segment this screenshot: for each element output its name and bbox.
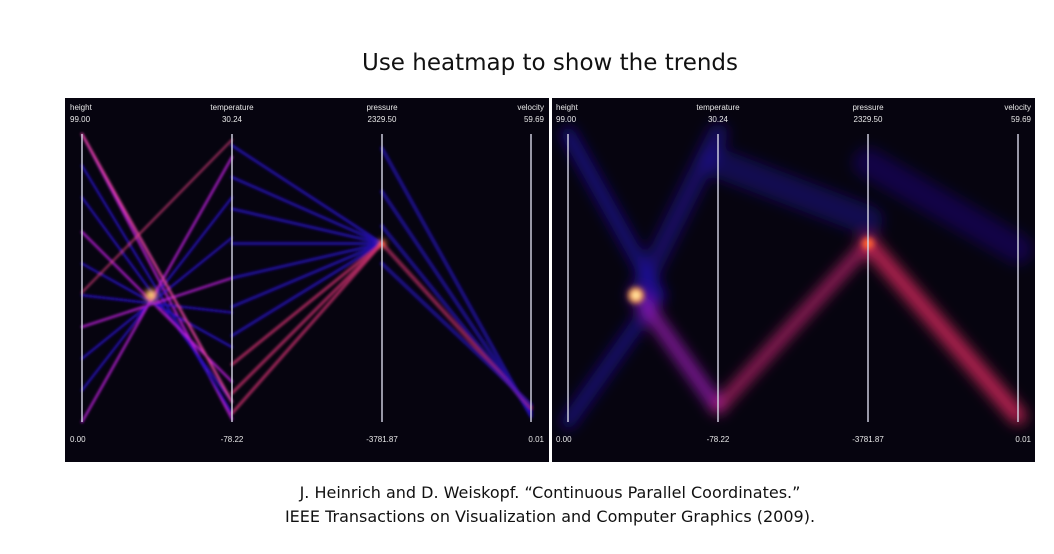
- crossing-hotspot-core: [632, 291, 640, 300]
- density-line: [380, 261, 533, 407]
- axis-name-pressure: pressure: [852, 103, 884, 112]
- density-line: [230, 207, 384, 245]
- density-line: [230, 241, 384, 395]
- density-line: [80, 155, 234, 424]
- density-band: [703, 147, 883, 236]
- axis-min-label-temperature: -78.22: [221, 435, 244, 444]
- slide-title: Use heatmap to show the trends: [361, 50, 739, 76]
- axis-max-label-height: 99.00: [70, 115, 91, 124]
- citation-journal: IEEE Transactions on Visualization and C…: [284, 507, 816, 526]
- density-line: [80, 236, 234, 360]
- axis-name-pressure: pressure: [366, 103, 398, 112]
- axis-name-velocity: velocity: [517, 103, 544, 112]
- density-line: [230, 144, 384, 245]
- axis-min-label-height: 0.00: [556, 435, 572, 444]
- axis-name-temperature: temperature: [696, 103, 740, 112]
- density-line: [230, 241, 384, 338]
- axis-max-label-pressure: 2329.50: [368, 115, 397, 124]
- density-line: [80, 294, 234, 314]
- axis-min-label-velocity: 0.01: [528, 435, 544, 444]
- axis-name-temperature: temperature: [210, 103, 254, 112]
- density-line: [80, 132, 234, 404]
- density-band: [632, 289, 724, 414]
- density-line: [380, 146, 533, 419]
- axis-max-label-velocity: 59.69: [524, 115, 545, 124]
- parallel-coordinates-continuous-chart: height 99.00 0.00 temperature 30.24 -78.22 pre…: [556, 103, 1033, 444]
- density-segments: [561, 124, 1033, 429]
- parallel-coordinates-discrete-chart: height 99.00 0.00 temperature 30.24 -78.22 pre…: [70, 103, 545, 444]
- axis-max-label-temperature: 30.24: [708, 115, 729, 124]
- axis-name-velocity: velocity: [1004, 103, 1031, 112]
- density-band: [853, 147, 1033, 265]
- density-line: [230, 241, 384, 366]
- density-segments: [80, 132, 533, 424]
- density-band: [713, 238, 873, 413]
- axis-min-label-temperature: -78.22: [707, 435, 730, 444]
- axis-max-label-height: 99.00: [556, 115, 577, 124]
- density-line: [80, 196, 234, 392]
- density-line: [230, 241, 384, 280]
- density-line: [230, 241, 384, 309]
- density-line: [230, 175, 384, 245]
- axis-min-label-pressure: -3781.87: [366, 435, 398, 444]
- citation-authors: J. Heinrich and D. Weiskopf. “Continuous…: [299, 483, 801, 502]
- axis-name-height: height: [556, 103, 579, 112]
- density-line: [80, 276, 234, 329]
- density-line: [230, 241, 384, 415]
- parallel-coordinates-discrete-panel: height 99.00 0.00 temperature 30.24 -78.22 pre…: [65, 98, 549, 462]
- density-line: [80, 262, 234, 349]
- axis-max-label-temperature: 30.24: [222, 115, 243, 124]
- axis-min-label-velocity: 0.01: [1015, 435, 1031, 444]
- axis-max-label-pressure: 2329.50: [854, 115, 883, 124]
- axis-min-label-pressure: -3781.87: [852, 435, 884, 444]
- crossing-hotspot-core: [148, 292, 154, 299]
- density-band: [860, 235, 1026, 425]
- axis-name-height: height: [70, 103, 93, 112]
- density-line: [81, 138, 233, 294]
- density-band: [561, 288, 665, 429]
- parallel-coordinates-continuous-panel: height 99.00 0.00 temperature 30.24 -78.22 pre…: [552, 98, 1035, 462]
- axis-min-label-height: 0.00: [70, 435, 86, 444]
- density-line: [80, 196, 234, 403]
- axis-max-label-velocity: 59.69: [1011, 115, 1032, 124]
- density-line: [380, 189, 533, 416]
